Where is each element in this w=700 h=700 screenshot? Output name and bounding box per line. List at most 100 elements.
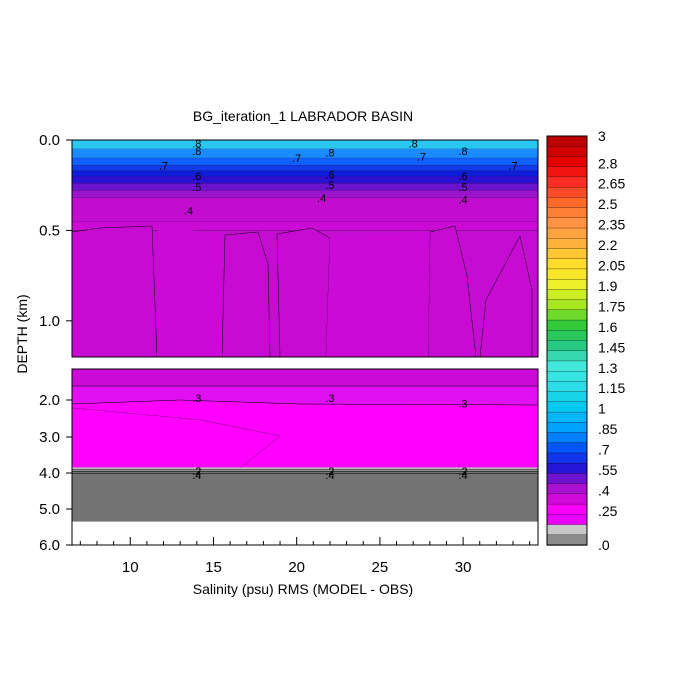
colorbar-swatch (546, 391, 588, 403)
x-tick-label: 15 (205, 559, 222, 576)
upper-layer-band (72, 176, 538, 184)
y-tick-label: 0.0 (39, 132, 60, 149)
colorbar-label: 2.5 (598, 196, 618, 212)
colorbar-swatch (546, 371, 588, 383)
y-axis-upper: 0.0 0.5 1.0 (39, 132, 72, 330)
y-axis-label: DEPTH (km) (14, 294, 30, 373)
chart-title: BG_iteration_1 LABRADOR BASIN (193, 108, 413, 124)
colorbar-swatch (546, 381, 588, 393)
upper-contour-patch (427, 225, 477, 357)
colorbar-label: 2.65 (598, 176, 625, 192)
colorbar-swatch (546, 197, 588, 209)
colorbar-label: .0 (598, 537, 610, 553)
upper-contour-patch (276, 227, 331, 357)
y-tick-label: 0.5 (39, 222, 60, 239)
colorbar-swatch (546, 463, 588, 475)
x-tick-label: 25 (372, 559, 389, 576)
upper-panel (72, 140, 538, 357)
colorbar-label: .55 (598, 462, 618, 478)
colorbar-swatch (546, 432, 588, 444)
y-tick-label: 2.0 (39, 392, 60, 409)
colorbar-swatch (546, 227, 588, 239)
upper-contour-patch (479, 235, 533, 357)
contour-label: .6 (459, 171, 468, 183)
contour-label: .4 (459, 470, 468, 482)
contour-label: .3 (459, 399, 468, 411)
colorbar: 3 2.8 2.65 2.5 2.35 2.2 2.05 1.9 1.75 1.6 1.45 1.3 1… (546, 128, 625, 553)
colorbar-swatch (546, 319, 588, 331)
land-mask (72, 469, 538, 522)
contour-label: .2 (192, 466, 201, 478)
contour-label: .8 (409, 139, 418, 151)
contour-label: .7 (508, 160, 517, 172)
colorbar-swatch (546, 473, 588, 485)
contour-label: .6 (325, 169, 334, 181)
lower-contour-labels: .3.3.3.2.4.2.4.2.4 (192, 393, 467, 482)
colorbar-swatch (546, 534, 588, 546)
y-tick-label: 1.0 (39, 313, 60, 330)
contour-label: .4 (459, 195, 468, 207)
lower-contour-patch (72, 369, 538, 386)
upper-layer-band (72, 190, 538, 198)
contour-label: .4 (317, 193, 326, 205)
y-tick-label: 3.0 (39, 429, 60, 446)
colorbar-swatch (546, 278, 588, 291)
upper-layer-band (72, 158, 538, 166)
colorbar-swatch (546, 493, 588, 505)
colorbar-label: .7 (598, 442, 610, 458)
colorbar-swatch (546, 514, 588, 526)
x-axis: 10 15 20 25 30 (79, 537, 531, 576)
x-tick-label: 30 (455, 559, 472, 576)
upper-layer-band (72, 197, 538, 222)
contour-label: .4 (325, 470, 334, 482)
colorbar-swatch (546, 258, 588, 270)
colorbar-swatch (546, 360, 588, 372)
colorbar-swatch (546, 135, 588, 147)
colorbar-swatch (546, 156, 588, 168)
colorbar-label: .25 (598, 503, 618, 519)
upper-layer-band (72, 221, 538, 231)
contour-label: .3 (192, 393, 201, 405)
contour-label: .7 (159, 160, 168, 172)
colorbar-label: 1.9 (598, 278, 618, 294)
colorbar-swatch (546, 401, 588, 413)
colorbar-swatch (546, 217, 588, 229)
colorbar-swatch (546, 268, 588, 280)
colorbar-label: 3 (598, 128, 606, 144)
colorbar-label: 1.3 (598, 360, 618, 376)
contour-label: .8 (459, 146, 468, 158)
y-tick-label: 5.0 (39, 501, 60, 518)
colorbar-label: .85 (598, 421, 618, 437)
colorbar-swatch (546, 146, 588, 158)
upper-layer-band (72, 140, 538, 150)
colorbar-swatch (546, 166, 588, 178)
colorbar-swatch (546, 238, 588, 250)
colorbar-swatch (546, 207, 588, 219)
contour-label: .7 (417, 151, 426, 163)
colorbar-swatch (546, 422, 588, 434)
lower-panel-frame (71, 368, 539, 546)
upper-layer-band (72, 165, 538, 171)
colorbar-label: 1 (598, 401, 606, 417)
x-axis-label: Salinity (psu) RMS (MODEL - OBS) (193, 581, 413, 597)
contour-label: .7 (292, 153, 301, 165)
colorbar-swatch (546, 309, 588, 321)
upper-layer-band (72, 149, 538, 159)
upper-contour-patch (221, 231, 271, 357)
contour-label: .8 (325, 148, 334, 160)
contour-label: .8 (192, 139, 201, 151)
lower-panel (72, 369, 538, 545)
colorbar-swatch (546, 299, 588, 311)
y-tick-label: 6.0 (39, 537, 60, 554)
colorbar-swatch (546, 176, 588, 188)
colorbar-label: 1.6 (598, 319, 618, 335)
colorbar-swatch (546, 330, 588, 342)
upper-contour-patch (326, 232, 430, 357)
colorbar-swatch (546, 483, 588, 495)
contour-label: .5 (325, 180, 334, 192)
colorbar-swatch (546, 248, 588, 260)
colorbar-label: .4 (598, 482, 610, 498)
upper-panel-frame (71, 139, 539, 358)
lower-contour-patch (72, 408, 280, 468)
land-edge-band (72, 467, 538, 471)
